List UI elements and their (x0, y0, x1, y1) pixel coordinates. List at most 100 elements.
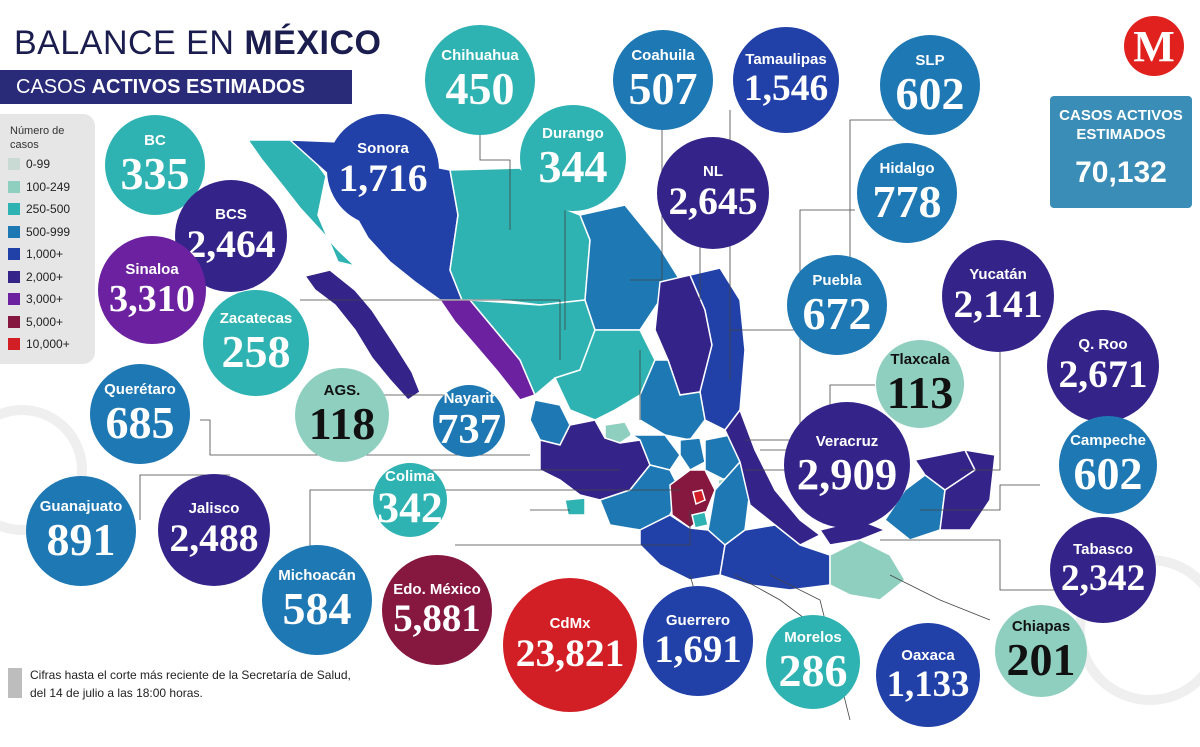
state-value: 2,671 (1058, 352, 1148, 397)
state-value: 3,310 (109, 277, 195, 320)
state-value: 672 (802, 288, 872, 339)
state-bubble-chihuahua: Chihuahua 450 (425, 25, 535, 135)
state-value: 891 (46, 514, 116, 565)
legend-label: 2,000+ (26, 269, 64, 284)
state-bubble-nl: NL 2,645 (657, 137, 769, 249)
state-bubble-edo-m-xico: Edo. México 5,881 (382, 555, 492, 665)
legend-label: 3,000+ (26, 292, 64, 306)
state-name: Campeche (1070, 432, 1146, 449)
state-name: Guerrero (665, 611, 731, 629)
state-bubble-veracruz: Veracruz 2,909 (784, 402, 910, 528)
state-bubble-morelos: Morelos 286 (766, 615, 860, 709)
state-bubble-puebla: Puebla 672 (787, 255, 887, 355)
state-value: 2,645 (668, 179, 758, 224)
state-bubble-michoac-n: Michoacán 584 (262, 545, 372, 655)
legend-swatch (8, 248, 20, 260)
footnote-text: Cifras hasta el corte más reciente de la… (30, 668, 351, 700)
legend-label: 1,000+ (26, 247, 64, 261)
state-name: SLP (915, 52, 945, 69)
state-value: 2,488 (169, 516, 259, 561)
state-name: Hidalgo (879, 160, 935, 177)
state-name: Chihuahua (441, 47, 519, 64)
legend-item: 2,000+ (8, 269, 63, 285)
state-value: 685 (105, 397, 175, 448)
region-chiapas (829, 539, 906, 601)
total-box: CASOS ACTIVOS ESTIMADOS 70,132 (1050, 96, 1192, 208)
region-zacatecas (553, 329, 656, 421)
state-name: Sonora (357, 140, 409, 158)
state-bubble-guanajuato: Guanajuato 891 (26, 476, 136, 586)
state-name: Yucatán (969, 266, 1027, 284)
region-morelos (691, 511, 709, 529)
state-bubble-hidalgo: Hidalgo 778 (857, 143, 957, 243)
state-bubble-slp: SLP 602 (880, 35, 980, 135)
state-value: 5,881 (393, 596, 481, 640)
state-name: Zacatecas (219, 310, 293, 327)
state-name: BCS (215, 206, 247, 224)
state-name: NL (703, 163, 723, 181)
state-bubble-cdmx: CdMx 23,821 (503, 578, 637, 712)
region-cdmx (692, 489, 706, 506)
state-name: Chiapas (1011, 618, 1071, 635)
legend-item: 1,000+ (8, 246, 63, 262)
state-value: 335 (120, 148, 190, 199)
state-name: Tabasco (1073, 541, 1133, 559)
subtitle-light: CASOS (16, 76, 92, 98)
legend-swatch (8, 293, 20, 305)
state-bubble-yucat-n: Yucatán 2,141 (942, 240, 1054, 352)
state-value: 201 (1006, 634, 1076, 685)
state-value: 23,821 (515, 631, 625, 676)
state-name: Nayarit (443, 389, 495, 407)
state-bubble-q-roo: Q. Roo 2,671 (1047, 310, 1159, 422)
state-name: Veracruz (815, 432, 879, 450)
legend-item: 100-249 (8, 179, 70, 195)
title-light: BALANCE EN (14, 24, 245, 62)
state-bubble-bcs: BCS 2,464 (175, 180, 287, 292)
state-value: 450 (445, 63, 515, 114)
legend-item: 0-99 (8, 156, 50, 172)
state-value: 602 (895, 68, 965, 119)
region-bc (246, 139, 358, 268)
state-bubble-quer-taro: Querétaro 685 (90, 364, 190, 464)
region-ags (604, 421, 633, 444)
state-bubble-chiapas: Chiapas 201 (995, 605, 1087, 697)
legend-item: 3,000+ (8, 291, 63, 307)
state-bubble-ags: AGS. 118 (295, 368, 389, 462)
state-name: AGS. (323, 382, 361, 399)
state-bubble-tamaulipas: Tamaulipas 1,546 (733, 27, 839, 133)
state-name: Morelos (784, 629, 842, 646)
state-name: Puebla (812, 272, 862, 289)
legend-label: 0-99 (26, 157, 51, 171)
state-value: 2,909 (796, 448, 898, 499)
legend-item: 500-999 (8, 224, 70, 240)
legend-item: 250-500 (8, 201, 70, 217)
legend: Número de casos 0-99 100-249 250-500 500-99… (0, 114, 95, 364)
total-label: CASOS ACTIVOS ESTIMADOS (1059, 107, 1183, 143)
legend-swatch (8, 270, 20, 283)
legend-label: 5,000+ (26, 314, 64, 329)
state-name: BC (144, 132, 166, 149)
legend-swatch (8, 338, 20, 350)
state-bubble-tabasco: Tabasco 2,342 (1050, 517, 1156, 623)
state-name: Jalisco (188, 500, 240, 518)
state-value: 1,133 (886, 662, 970, 704)
legend-swatch (8, 225, 20, 238)
state-value: 737 (437, 405, 501, 453)
state-value: 2,342 (1060, 558, 1146, 600)
state-name: Sinaloa (125, 260, 179, 278)
state-value: 286 (778, 645, 848, 696)
state-name: Tamaulipas (745, 51, 827, 69)
state-bubble-jalisco: Jalisco 2,488 (158, 474, 270, 586)
state-bubble-sonora: Sonora 1,716 (327, 114, 439, 226)
state-bubble-tlaxcala: Tlaxcala 113 (876, 340, 964, 428)
state-name: Coahuila (631, 47, 695, 64)
region-bcs (303, 269, 421, 401)
state-bubble-zacatecas: Zacatecas 258 (203, 290, 309, 396)
state-value: 1,691 (654, 627, 742, 671)
legend-swatch (8, 203, 20, 215)
state-value: 507 (628, 63, 698, 114)
subtitle-bold: ACTIVOS ESTIMADOS (91, 76, 305, 98)
header: BALANCE EN MÉXICO (14, 24, 381, 62)
state-bubble-campeche: Campeche 602 (1059, 416, 1157, 514)
